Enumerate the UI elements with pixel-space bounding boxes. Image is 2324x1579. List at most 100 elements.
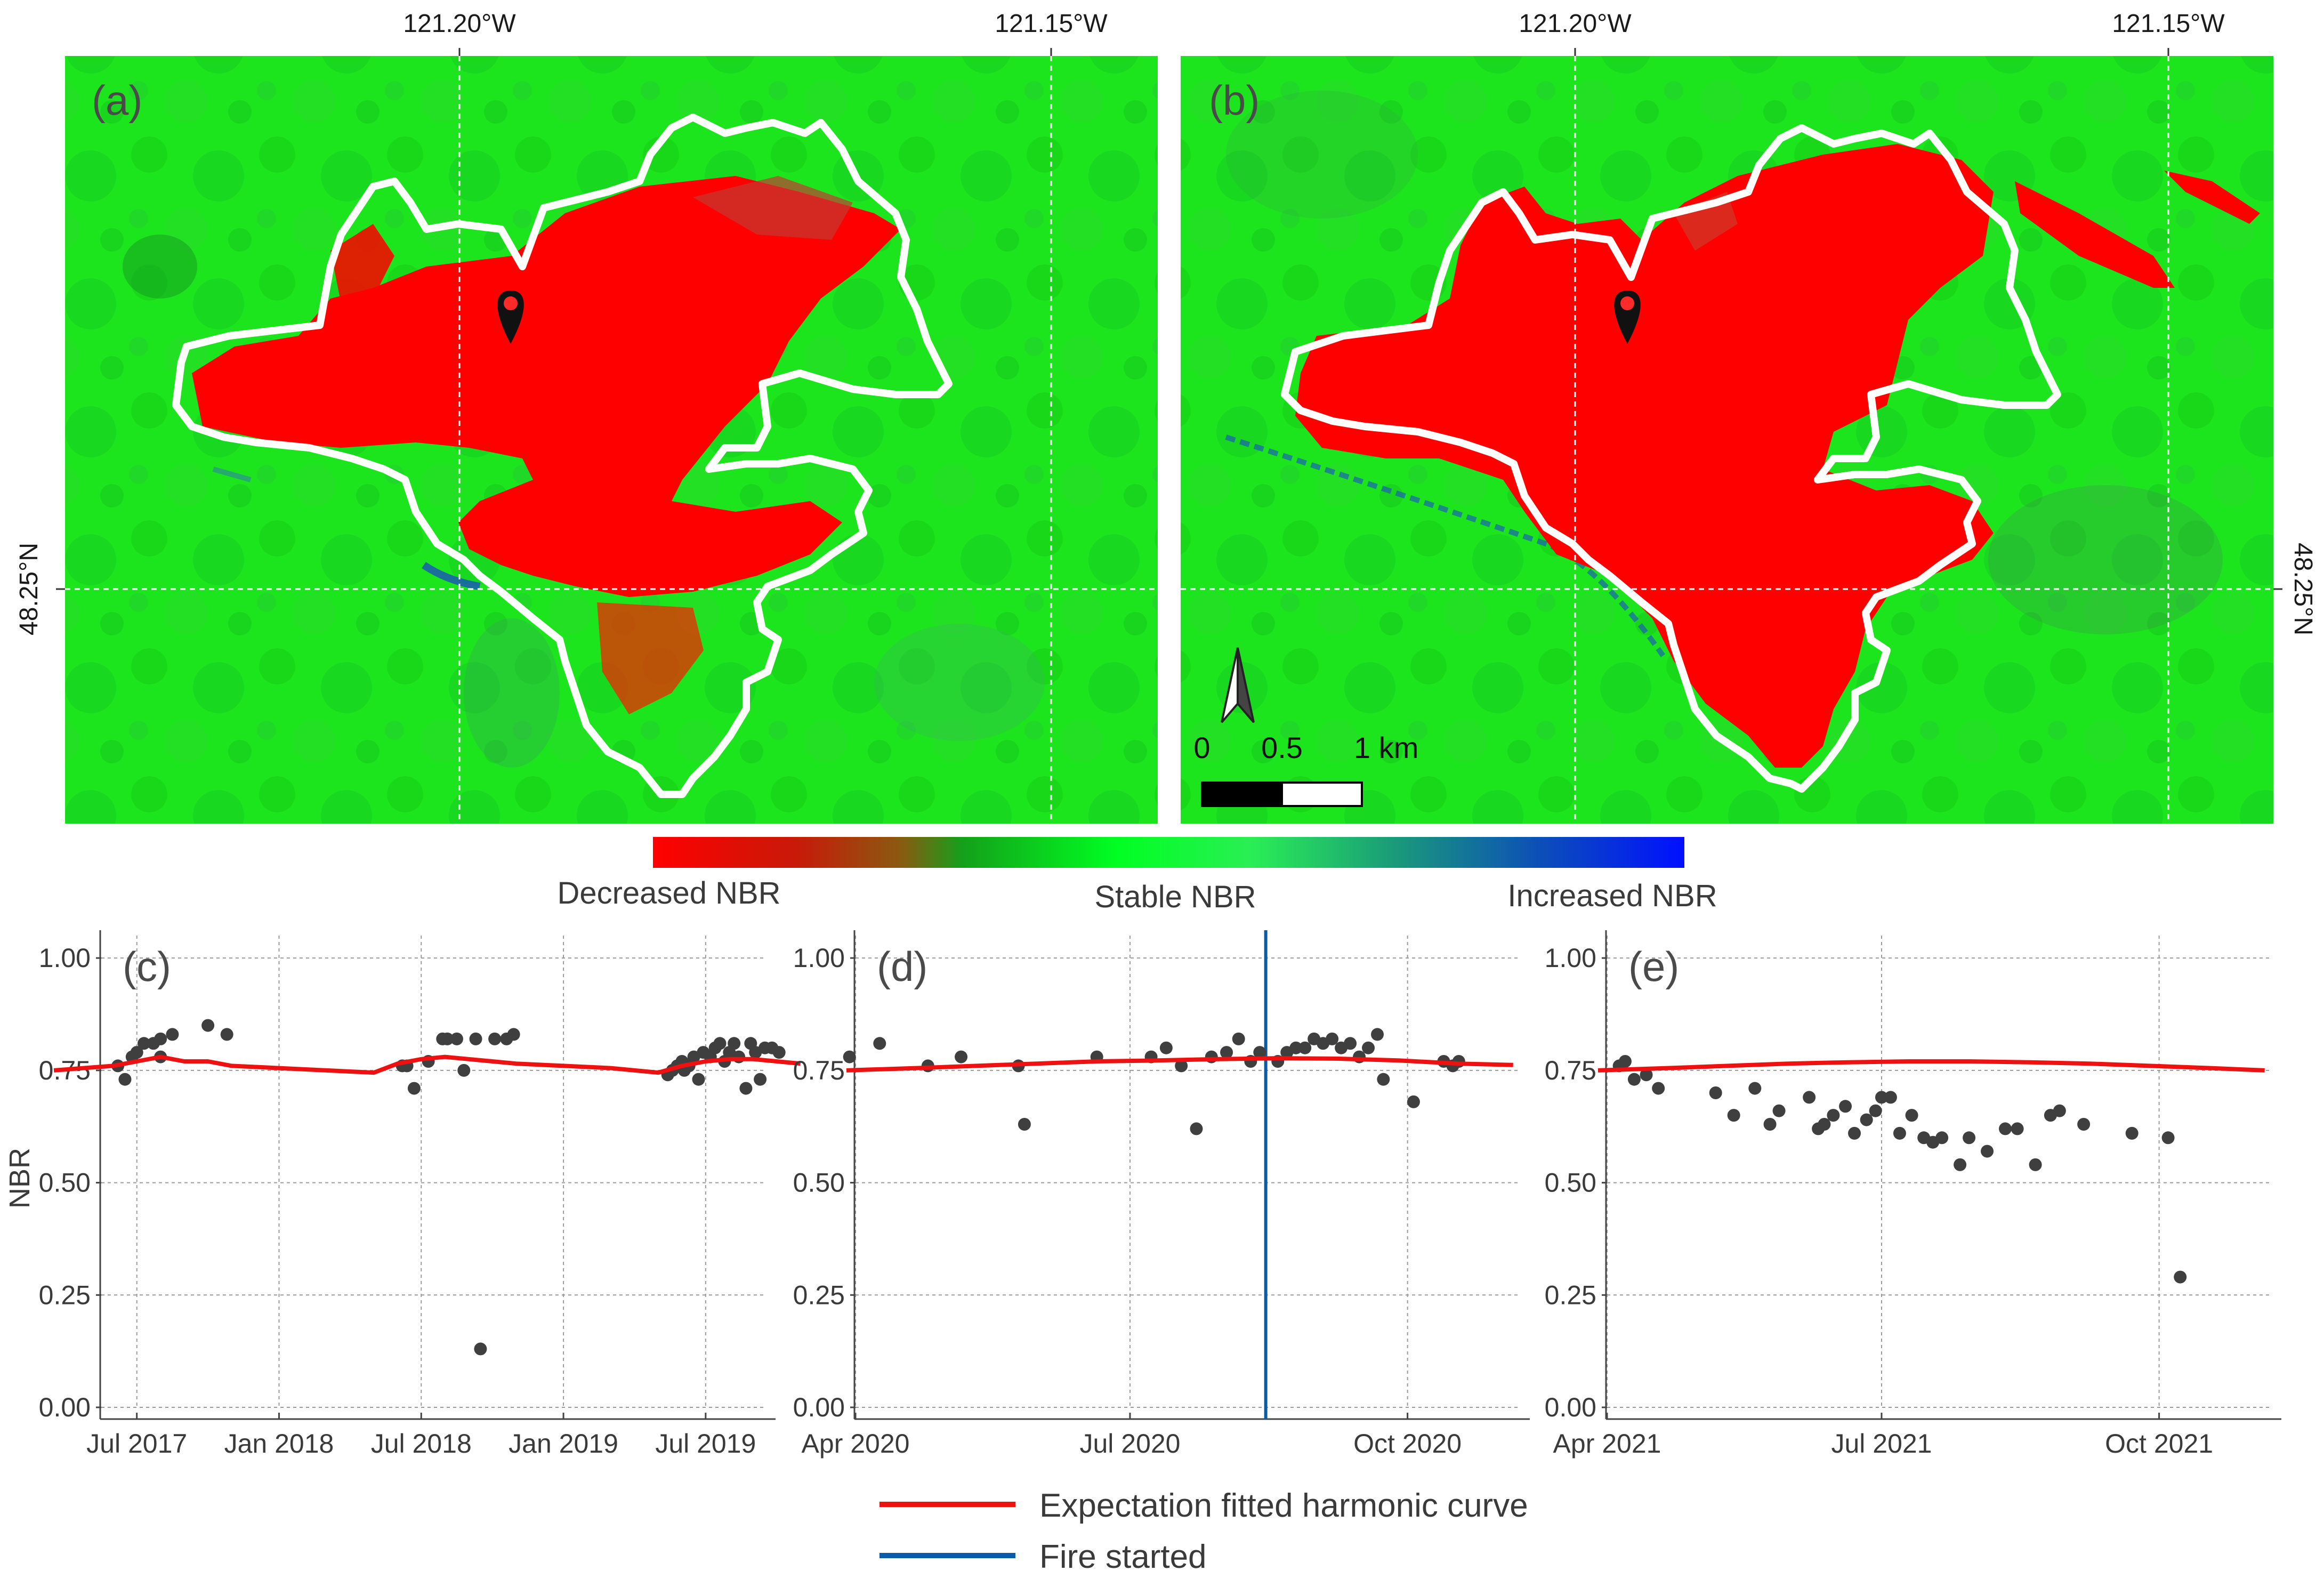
data-point: [1253, 1046, 1266, 1059]
x-tick-label: Oct 2021: [2105, 1429, 2213, 1459]
legend-label: Fire started: [1039, 1538, 1207, 1575]
data-point: [488, 1032, 502, 1045]
y-tick-label: 0.25: [793, 1280, 845, 1310]
data-point: [474, 1342, 487, 1356]
data-point: [166, 1028, 179, 1041]
colorbar: Decreased NBR Stable NBR Increased NBR: [557, 837, 1717, 914]
data-point: [407, 1082, 421, 1095]
map-pin-icon: [497, 291, 524, 344]
data-point: [1935, 1131, 1949, 1145]
data-point: [1018, 1118, 1031, 1131]
burn-area-red: [2164, 171, 2260, 224]
burn-area-red: [1295, 144, 1994, 768]
data-point: [220, 1028, 233, 1041]
data-point: [1869, 1104, 1882, 1117]
colorbar-label: Increased NBR: [1507, 879, 1717, 913]
data-point: [1190, 1122, 1203, 1135]
data-point: [1963, 1131, 1976, 1145]
burn-area-red: [330, 224, 394, 304]
x-tick-label: Apr 2020: [802, 1429, 910, 1459]
blue-change-streak: [422, 562, 481, 590]
data-point: [1220, 1046, 1233, 1059]
data-point: [1848, 1126, 1861, 1140]
data-point: [1407, 1095, 1420, 1108]
scale-bar: 0 0.5 1 km: [1193, 731, 1418, 807]
data-point: [469, 1032, 482, 1045]
fire-perimeter-outline: [1281, 124, 2061, 793]
chart-e: 0.00 0.25 0.50 0.75 1.00 Apr 2021 Jul 2021 Oct …: [1545, 930, 2281, 1459]
chart-d: 0.00 0.25 0.50 0.75 1.00 Apr 2020 Jul 2020 Oct …: [793, 930, 1530, 1459]
y-tick-label: 0.75: [793, 1056, 845, 1085]
data-point: [739, 1082, 753, 1095]
panel-label: (a): [92, 77, 142, 124]
data-point: [1999, 1122, 2012, 1135]
scale-label: 0: [1193, 731, 1210, 764]
y-tick-label: 1.00: [793, 943, 845, 973]
x-tick-label: Jul 2019: [655, 1429, 756, 1459]
data-point: [843, 1050, 856, 1064]
data-point: [450, 1032, 463, 1045]
map-pin-icon: [1614, 291, 1641, 344]
data-point: [2077, 1118, 2091, 1131]
y-tick-label: 1.00: [39, 943, 91, 973]
data-point: [441, 1032, 454, 1045]
y-tick-label: 0.00: [793, 1392, 845, 1422]
burn-area-mixed: [1674, 192, 1738, 251]
data-point: [1627, 1073, 1641, 1086]
data-point: [1875, 1091, 1888, 1104]
colorbar-label: Decreased NBR: [557, 876, 780, 911]
data-point: [1232, 1032, 1245, 1045]
panel-label: (d): [877, 943, 927, 990]
data-point: [1652, 1082, 1665, 1095]
blue-change-streak: [212, 466, 252, 482]
data-point: [1344, 1037, 1357, 1050]
harmonic-curve: [846, 1056, 1513, 1073]
y-tick-label: 0.75: [1545, 1056, 1596, 1085]
data-point: [201, 1019, 215, 1032]
map-panel-a: 121.20°W 121.15°W 48.25°N (a): [15, 10, 1158, 824]
burn-area-red: [2015, 181, 2175, 288]
data-point: [1748, 1082, 1762, 1095]
data-point: [1298, 1041, 1312, 1054]
data-point: [1884, 1091, 1897, 1104]
data-point: [1371, 1028, 1384, 1041]
fire-perimeter-outline: [172, 114, 953, 798]
nbr-time-series-charts: NBR 0.00 0.25 0.50 0.75 1.00 Jul 2017 Jan 2018…: [4, 930, 2281, 1459]
x-tick-label: Jul 2021: [1831, 1429, 1932, 1459]
y-tick-label: 1.00: [1545, 943, 1596, 973]
burn-area-red: [192, 176, 901, 597]
lon-label: 121.15°W: [2112, 10, 2225, 38]
x-tick-label: Jul 2018: [371, 1429, 472, 1459]
lat-label: 48.25°N: [15, 543, 43, 635]
data-point: [772, 1046, 786, 1059]
data-point: [1905, 1109, 1918, 1122]
burn-area-red: [597, 602, 704, 714]
data-point: [749, 1046, 762, 1059]
scale-label: 1 km: [1354, 731, 1418, 764]
data-point: [873, 1037, 886, 1050]
harmonic-curve: [53, 1054, 801, 1075]
data-point: [2161, 1131, 2175, 1145]
y-tick-label: 0.25: [1545, 1280, 1596, 1310]
x-tick-label: Jan 2018: [224, 1429, 334, 1459]
colorbar-gradient: [653, 837, 1684, 868]
data-point: [1175, 1059, 1188, 1073]
y-tick-label: 0.50: [39, 1168, 91, 1198]
x-tick-label: Jul 2020: [1079, 1429, 1180, 1459]
data-point: [754, 1073, 767, 1086]
data-point: [1377, 1073, 1390, 1086]
y-tick-label: 0.25: [39, 1280, 91, 1310]
x-tick-label: Oct 2020: [1353, 1429, 1462, 1459]
y-tick-label: 0.50: [1545, 1168, 1596, 1198]
data-point: [1827, 1109, 1840, 1122]
y-tick-label: 0.50: [793, 1168, 845, 1198]
data-point: [130, 1046, 143, 1059]
data-point: [732, 1050, 746, 1064]
data-point: [955, 1050, 968, 1064]
data-point: [2174, 1270, 2187, 1284]
burn-area-mixed: [693, 176, 853, 240]
data-point: [1803, 1091, 1816, 1104]
panel-label: (e): [1628, 943, 1679, 990]
data-point: [1362, 1041, 1375, 1054]
panel-label: (b): [1209, 77, 1260, 124]
